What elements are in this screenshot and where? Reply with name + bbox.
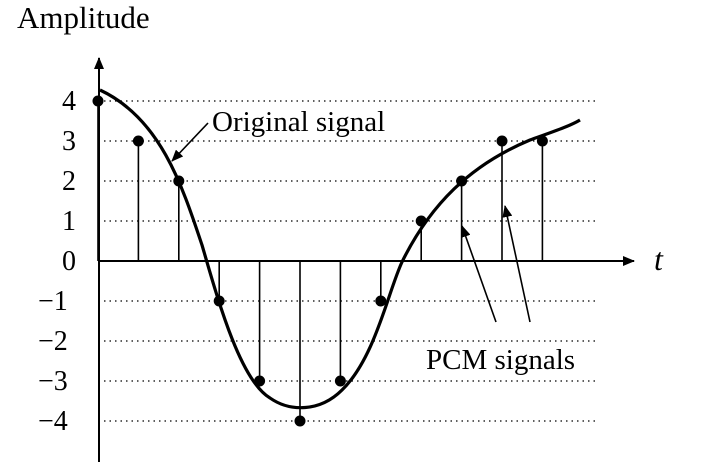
original-signal-label: Original signal — [212, 106, 385, 138]
pcm-sample-point — [334, 375, 346, 387]
y-tick-label: −2 — [38, 326, 68, 357]
x-axis-label: t — [654, 241, 664, 277]
y-tick-label: 2 — [62, 166, 76, 197]
y-tick-label: 4 — [62, 86, 76, 117]
y-tick-label: 3 — [62, 126, 76, 157]
pcm-stems — [92, 95, 548, 427]
y-tick-label: −3 — [38, 366, 68, 397]
pcm-signals-label: PCM signals — [426, 344, 575, 376]
y-tick-labels: 4 3 2 1 0 −1 −2 −3 −4 — [38, 86, 76, 437]
y-tick-label: −1 — [38, 286, 68, 317]
pcm-arrow-1 — [460, 225, 497, 323]
pcm-sample-point — [496, 135, 508, 147]
pcm-sample-point — [375, 295, 387, 307]
pcm-sample-point — [536, 135, 548, 147]
y-tick-label: 1 — [62, 206, 76, 237]
pcm-arrow-2 — [502, 205, 531, 323]
pcm-sample-point — [132, 135, 144, 147]
y-tick-label: −4 — [38, 406, 68, 437]
y-tick-label: 0 — [62, 246, 76, 277]
original-signal-curve — [99, 88, 581, 410]
y-axis-label: Amplitude — [17, 0, 150, 35]
original-signal-arrow — [171, 122, 209, 162]
pcm-sample-point — [294, 415, 306, 427]
